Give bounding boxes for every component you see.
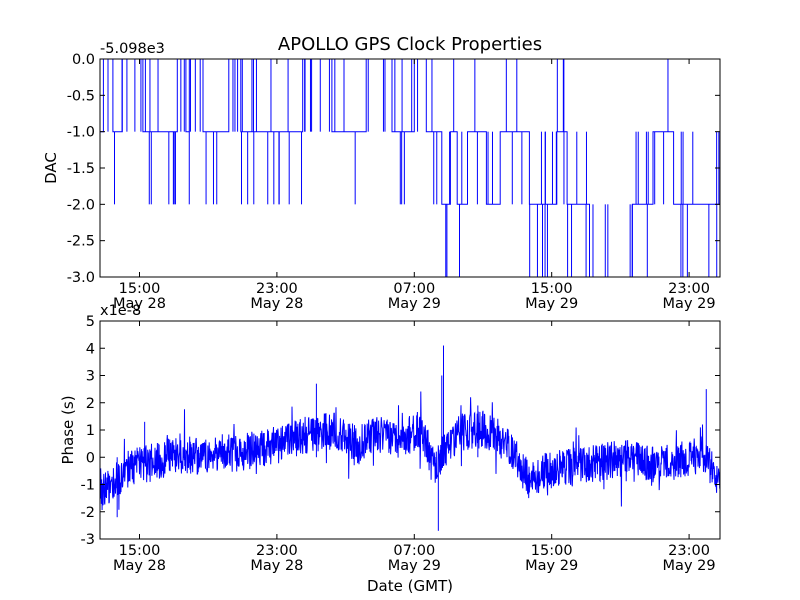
y-tick-label: 1 — [86, 423, 95, 439]
y-axis-label: Phase (s) — [59, 395, 77, 464]
x-tick-label-date: May 28 — [113, 296, 166, 312]
x-tick-label-time: 23:00 — [256, 281, 298, 297]
y-tick-label: 0 — [86, 450, 95, 466]
x-tick-label-date: May 28 — [113, 558, 166, 574]
y-tick-label: -0.5 — [67, 88, 95, 104]
x-tick-label-date: May 28 — [250, 296, 303, 312]
y-tick-label: 3 — [86, 369, 95, 385]
y-tick-label: -2.5 — [67, 234, 95, 250]
x-tick-label-date: May 28 — [250, 558, 303, 574]
y-tick-label: 4 — [86, 341, 95, 357]
y-tick-label: 2 — [86, 396, 95, 412]
x-tick-label-time: 07:00 — [393, 281, 435, 297]
x-tick-label-time: 23:00 — [668, 281, 710, 297]
x-tick-label-time: 15:00 — [531, 281, 573, 297]
x-tick-label-date: May 29 — [388, 296, 441, 312]
x-axis-label: Date (GMT) — [367, 577, 453, 595]
x-tick-label-date: May 29 — [663, 558, 716, 574]
axis-offset-label: -5.098e3 — [100, 41, 165, 57]
x-tick-label-date: May 29 — [525, 558, 578, 574]
series-line — [100, 59, 720, 277]
y-tick-label: 5 — [86, 314, 95, 330]
y-tick-label: -2 — [81, 505, 95, 521]
x-tick-label-time: 23:00 — [668, 543, 710, 559]
x-tick-label-time: 15:00 — [119, 281, 161, 297]
x-tick-label-date: May 29 — [525, 296, 578, 312]
series-line — [100, 391, 720, 511]
x-tick-label-date: May 29 — [388, 558, 441, 574]
x-tick-label-date: May 29 — [663, 296, 716, 312]
y-axis-label: DAC — [42, 152, 60, 184]
axis-offset-label: x1e-8 — [100, 303, 141, 319]
y-tick-label: 0.0 — [72, 52, 95, 68]
y-tick-label: -3.0 — [67, 270, 95, 286]
x-tick-label-time: 15:00 — [531, 543, 573, 559]
y-tick-label: -1.5 — [67, 161, 95, 177]
x-tick-label-time: 07:00 — [393, 543, 435, 559]
x-tick-label-time: 23:00 — [256, 543, 298, 559]
y-tick-label: -2.0 — [67, 197, 95, 213]
y-tick-label: -1 — [81, 478, 95, 494]
y-tick-label: -1.0 — [67, 125, 95, 141]
x-tick-label-time: 15:00 — [119, 543, 161, 559]
figure-title: APOLLO GPS Clock Properties — [278, 34, 542, 55]
y-tick-label: -3 — [81, 532, 95, 548]
